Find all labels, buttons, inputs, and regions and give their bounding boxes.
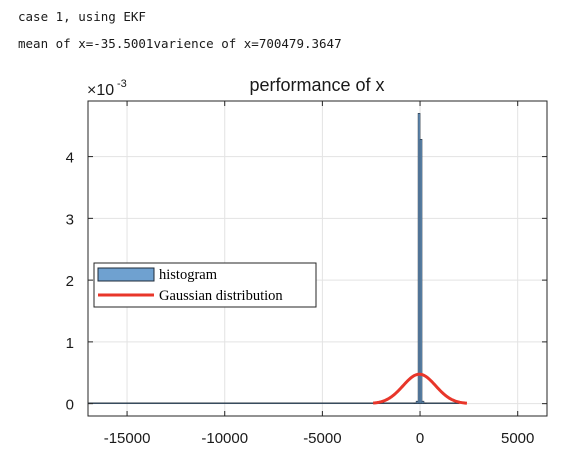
- x-tick-label: 5000: [501, 430, 534, 447]
- y-tick-label: 4: [66, 150, 74, 167]
- axes-box: [87, 100, 548, 417]
- histogram-bar: [421, 400, 425, 404]
- histogram-bar: [87, 402, 415, 404]
- x-tick-label: -5000: [303, 430, 341, 447]
- console-line-stats: mean of x=-35.5001varience of x=700479.3…: [18, 36, 342, 51]
- y-tick-label: 2: [66, 273, 74, 290]
- gaussian-curve-layer: [373, 372, 468, 405]
- legend-histogram-label: histogram: [159, 267, 218, 283]
- histogram-bar: [419, 138, 423, 404]
- legend-gaussian-label: Gaussian distribution: [159, 288, 283, 304]
- chart-title: performance of x: [249, 75, 384, 95]
- y-tick-label: 0: [66, 397, 74, 414]
- y-exponent-label: ×10 -3: [87, 78, 127, 99]
- console-line-title: case 1, using EKF: [18, 9, 146, 24]
- legend-histogram-swatch: [97, 267, 155, 282]
- y-tick-label: 3: [66, 211, 74, 228]
- gaussian-curve: [373, 372, 468, 405]
- legend: histogram Gaussian distribution: [93, 262, 317, 308]
- x-tick-label: -10000: [201, 430, 248, 447]
- y-tick-label: 1: [66, 335, 74, 352]
- grid: [88, 101, 547, 416]
- x-tick-label: 0: [416, 430, 424, 447]
- y-exponent-times: ×10: [87, 82, 114, 99]
- x-tick-label: -15000: [104, 430, 151, 447]
- histogram-bar: [425, 402, 460, 404]
- y-exponent-power: -3: [117, 78, 127, 90]
- histogram-bars: [87, 113, 460, 404]
- axis-ticks: -15000 -10000 -5000 0 5000 0 1 2 3 4: [66, 101, 547, 447]
